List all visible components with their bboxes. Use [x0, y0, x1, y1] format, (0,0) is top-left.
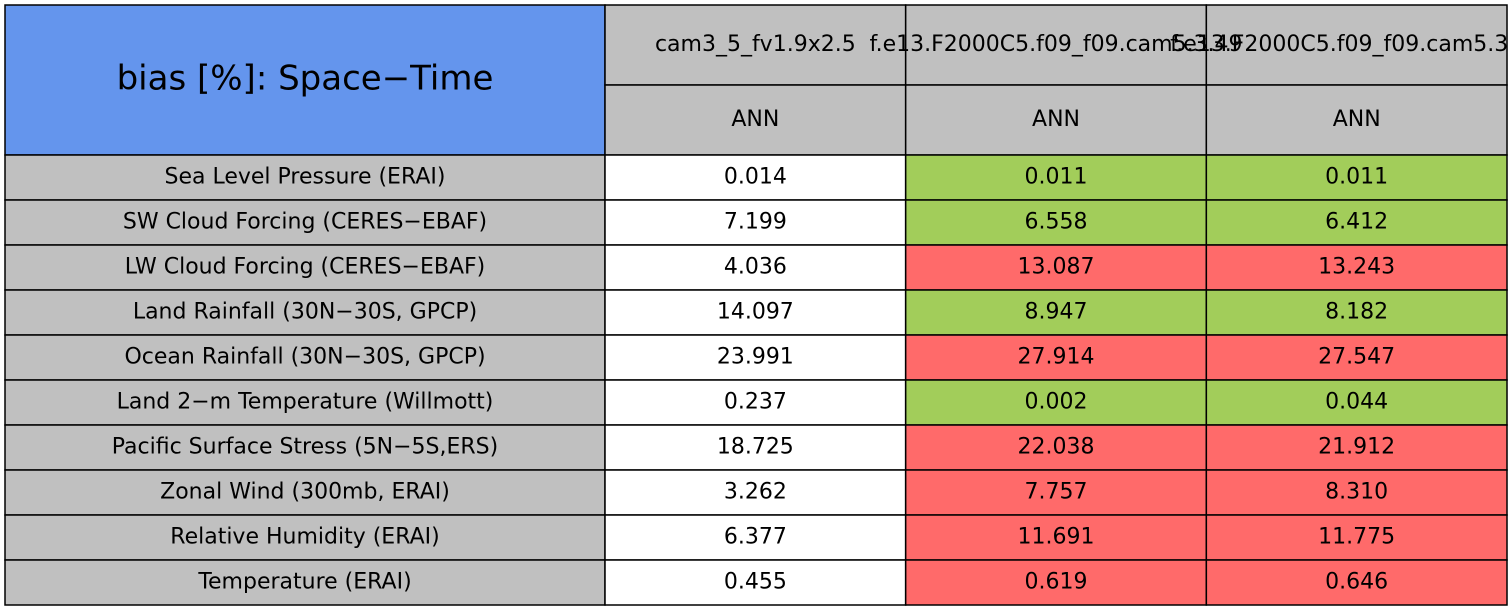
column-header-cell — [604, 4, 907, 86]
value: 0.014 — [724, 165, 787, 190]
title: bias [%]: Space−Time — [117, 59, 494, 99]
value-cell — [904, 514, 1208, 561]
row-label: Land Rainfall (30N−30S, GPCP) — [133, 300, 477, 325]
value: 13.243 — [1318, 255, 1395, 280]
value: 18.725 — [717, 435, 794, 460]
value-cell — [1205, 514, 1508, 561]
value: 22.038 — [1018, 435, 1095, 460]
texts: bias [%]: Space−Time cam3_5_fv1.9x2.5 ANN f… — [112, 32, 1510, 595]
row-label-cell — [4, 154, 606, 201]
value: 8.310 — [1325, 480, 1388, 505]
value: 27.547 — [1318, 345, 1395, 370]
value: 11.775 — [1318, 525, 1395, 550]
row-label: Relative Humidity (ERAI) — [170, 525, 439, 550]
value: 8.182 — [1325, 300, 1388, 325]
value: 0.455 — [724, 570, 787, 595]
value: 0.237 — [724, 390, 787, 415]
season-header-cell — [604, 84, 907, 156]
cells — [4, 4, 1508, 606]
value-cell — [604, 244, 907, 291]
value-cell — [1205, 334, 1508, 381]
value: 6.558 — [1025, 210, 1088, 235]
value-cell — [1205, 289, 1508, 336]
value: 6.412 — [1325, 210, 1388, 235]
value-cell — [604, 559, 907, 606]
row-label-cell — [4, 289, 606, 336]
value-cell — [1205, 559, 1508, 606]
row-label: Temperature (ERAI) — [197, 570, 411, 595]
value: 13.087 — [1018, 255, 1095, 280]
value-cell — [604, 289, 907, 336]
row-label-cell — [4, 199, 606, 246]
row-label: Sea Level Pressure (ERAI) — [165, 165, 446, 190]
value: 0.044 — [1325, 390, 1388, 415]
season-header: ANN — [731, 107, 779, 132]
value-cell — [904, 289, 1208, 336]
season-header-cell — [904, 84, 1208, 156]
value: 11.691 — [1018, 525, 1095, 550]
row-label-cell — [4, 244, 606, 291]
value: 14.097 — [717, 300, 794, 325]
value-cell — [1205, 379, 1508, 426]
value-cell — [904, 154, 1208, 201]
row-label: Ocean Rainfall (30N−30S, GPCP) — [124, 345, 485, 370]
value: 27.914 — [1018, 345, 1095, 370]
value-cell — [904, 244, 1208, 291]
value: 23.991 — [717, 345, 794, 370]
value: 4.036 — [724, 255, 787, 280]
value: 6.377 — [724, 525, 787, 550]
value-cell — [904, 559, 1208, 606]
value: 8.947 — [1025, 300, 1088, 325]
row-label: Pacific Surface Stress (5N−5S,ERS) — [112, 435, 498, 460]
value-cell — [604, 469, 907, 516]
value: 0.002 — [1025, 390, 1088, 415]
title-cell — [4, 4, 606, 156]
value: 21.912 — [1318, 435, 1395, 460]
value-cell — [604, 334, 907, 381]
row-label-cell — [4, 379, 606, 426]
value-cell — [1205, 469, 1508, 516]
value-cell — [1205, 154, 1508, 201]
value: 3.262 — [724, 480, 787, 505]
row-label-cell — [4, 469, 606, 516]
season-header: ANN — [1333, 107, 1381, 132]
row-label: Zonal Wind (300mb, ERAI) — [160, 480, 450, 505]
row-label: Land 2−m Temperature (Willmott) — [117, 390, 494, 415]
value: 0.011 — [1325, 165, 1388, 190]
value: 7.199 — [724, 210, 787, 235]
value-cell — [1205, 244, 1508, 291]
value: 7.757 — [1025, 480, 1088, 505]
row-label: SW Cloud Forcing (CERES−EBAF) — [123, 210, 487, 235]
row-label: LW Cloud Forcing (CERES−EBAF) — [125, 255, 486, 280]
column-header: f.e13.F2000C5.f09_f09.cam5.3.49 — [869, 32, 1242, 57]
column-header-cell — [1205, 4, 1508, 86]
column-header-cell — [904, 4, 1208, 86]
value-cell — [604, 379, 907, 426]
value: 0.011 — [1025, 165, 1088, 190]
value-cell — [904, 199, 1208, 246]
season-header: ANN — [1032, 107, 1080, 132]
row-label-cell — [4, 514, 606, 561]
column-header: cam3_5_fv1.9x2.5 — [655, 32, 856, 57]
value: 0.646 — [1325, 570, 1388, 595]
column-header: f.e13.F2000C5.f09_f09.cam5.3.50 — [1170, 32, 1510, 57]
value: 0.619 — [1025, 570, 1088, 595]
